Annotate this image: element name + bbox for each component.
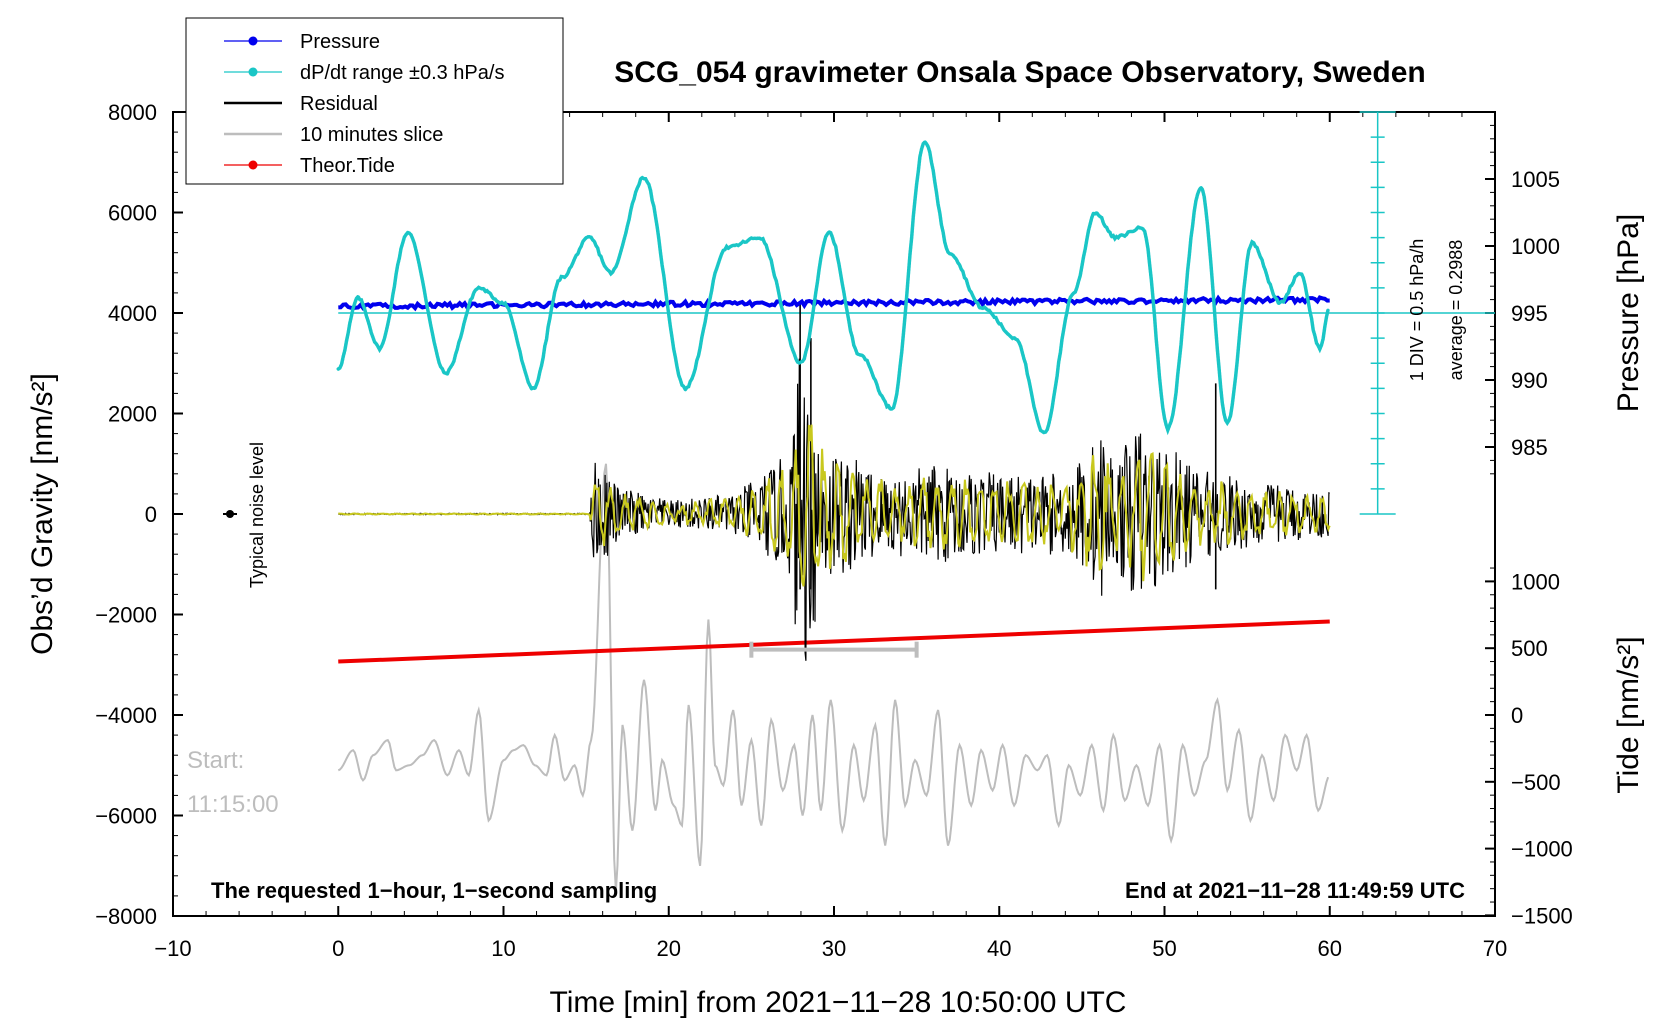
- slice-start-label: Start:: [187, 747, 244, 774]
- tide-tick-label: −1500: [1511, 903, 1573, 928]
- pressure-tick-label: 1005: [1511, 167, 1560, 192]
- pressure-tick-label: 990: [1511, 368, 1548, 393]
- legend-label: dP/dt range ±0.3 hPa/s: [300, 62, 504, 84]
- legend-swatch-marker: [248, 67, 258, 77]
- dpdt-scale-bar: [338, 111, 1495, 515]
- legend-items: Pressure dP/dt range ±0.3 hPa/s Residual 10…: [224, 31, 504, 177]
- legend-label: Residual: [300, 93, 378, 115]
- pressure-tick-label: 985: [1511, 435, 1548, 460]
- tide-tick-label: −500: [1511, 770, 1561, 795]
- x-tick-label: 30: [822, 936, 846, 961]
- residual-series: [338, 302, 1331, 661]
- chart-title: SCG_054 gravimeter Onsala Space Observat…: [614, 56, 1426, 89]
- y-tick-label: −8000: [95, 904, 157, 929]
- legend-box: [185, 17, 564, 185]
- y-tick-label: 2000: [108, 402, 157, 427]
- y-tick-label: −2000: [95, 603, 157, 628]
- tide-series: [338, 619, 1330, 664]
- x-tick-label: 20: [657, 936, 681, 961]
- legend-label: Theor.Tide: [300, 155, 395, 177]
- tide-tick-label: 500: [1511, 636, 1548, 661]
- legend-label: Pressure: [300, 31, 380, 53]
- dpdt-scale-label: 1 DIV = 0.5 hPa/h: [1407, 239, 1427, 382]
- noise-level-label: Typical noise level: [247, 442, 267, 588]
- tide-tick-label: −1000: [1511, 837, 1573, 862]
- y-axis-title-tide: Tide [nm/s²]: [1612, 636, 1645, 793]
- legend-label: 10 minutes slice: [300, 124, 443, 146]
- x-tick-label: 60: [1318, 936, 1342, 961]
- tide-tick-label: 0: [1511, 703, 1523, 728]
- slice-range-bracket: [749, 641, 919, 658]
- pressure-tick-label: 1000: [1511, 234, 1560, 259]
- y-tick-label: −4000: [95, 703, 157, 728]
- x-tick-label: 70: [1483, 936, 1507, 961]
- y-tick-label: 0: [145, 502, 157, 527]
- x-tick-label: 50: [1152, 936, 1176, 961]
- y-axis-title-pressure: Pressure [hPa]: [1612, 214, 1645, 412]
- x-tick-label: 10: [491, 936, 515, 961]
- dpdt-line: [336, 139, 1330, 436]
- y-tick-label: 6000: [108, 201, 157, 226]
- pressure-tick-label: 995: [1511, 301, 1548, 326]
- x-tick-label: −10: [154, 936, 191, 961]
- residual-filtered-line: [338, 424, 1331, 587]
- legend-swatch-marker: [248, 160, 258, 170]
- slice-line: [337, 463, 1330, 891]
- slice-start-time: 11:15:00: [187, 791, 279, 818]
- end-time-note: End at 2021−11−28 11:49:59 UTC: [1125, 878, 1465, 903]
- x-axis-title: Time [min] from 2021−11−28 10:50:00 UTC: [550, 986, 1127, 1019]
- axis-ticks: −10 0 10 20 30 40 50 60 70 8000 6000 4000 2000 0 −2000…: [95, 100, 1573, 961]
- x-tick-label: 0: [332, 936, 344, 961]
- slice-series: [337, 463, 1330, 891]
- y-tick-label: −6000: [95, 804, 157, 829]
- x-tick-label: 40: [987, 936, 1011, 961]
- y-tick-label: 4000: [108, 301, 157, 326]
- tide-tick-label: 1000: [1511, 569, 1560, 594]
- tide-line: [338, 619, 1330, 664]
- y-axis-title-left: Obs’d Gravity [nm/s²]: [26, 373, 59, 655]
- sampling-note: The requested 1−hour, 1−second sampling: [211, 878, 657, 903]
- dpdt-average-label: average = 0.2988: [1446, 240, 1466, 381]
- y-tick-label: 8000: [108, 100, 157, 125]
- legend-swatch-marker: [248, 36, 258, 46]
- legend: Pressure dP/dt range ±0.3 hPa/s Residual 10…: [185, 17, 564, 185]
- dpdt-series: [336, 139, 1330, 436]
